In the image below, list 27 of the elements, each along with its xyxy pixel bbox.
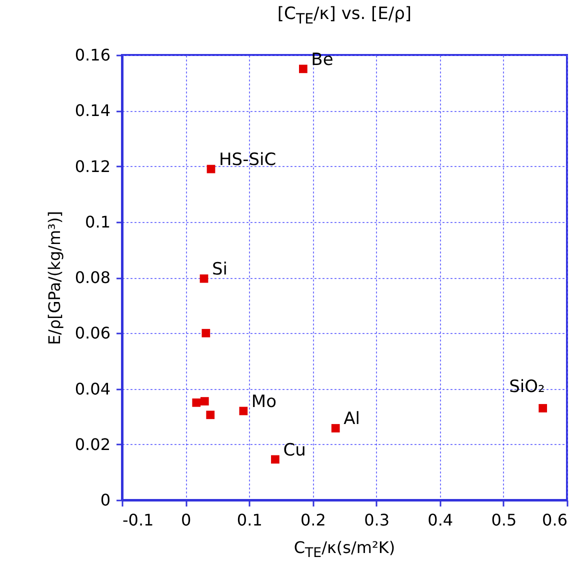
y-tick-label: 0.04	[74, 379, 110, 398]
y-tick-label: 0.1	[85, 212, 110, 232]
annotation: Cu	[283, 440, 306, 460]
annotation: Al	[344, 409, 360, 430]
annotation: Be	[311, 50, 334, 70]
x-tick-label: 0.1	[236, 510, 262, 530]
annotation: Mo	[251, 392, 276, 412]
x-tick-label: -0.1	[122, 510, 154, 530]
x-tick-label: 0.4	[428, 510, 454, 530]
annotation: SiO₂	[509, 377, 545, 398]
y-tick-label: 0.06	[74, 324, 110, 343]
chart-title: [C$_{TE}$/κ] vs. [E/ρ]	[276, 4, 413, 28]
x-tick-label: 0.3	[364, 510, 390, 530]
x-tick-label: 0.6	[542, 510, 568, 530]
y-tick-label: 0.08	[74, 268, 110, 287]
y-axis-title: E/ρ[GPa/(kg/m³)]	[44, 211, 64, 345]
x-tick-label: 0.5	[491, 510, 517, 530]
annotation: HS-SiC	[219, 150, 276, 170]
y-tick-label: 0.14	[74, 101, 110, 120]
y-tick-label: 0	[100, 490, 110, 510]
y-tick-label: 0.16	[74, 46, 110, 64]
x-tick-label: 0.2	[300, 510, 326, 530]
y-tick-label: 0.02	[74, 434, 110, 454]
annotation: Si	[212, 260, 228, 280]
y-tick-label: 0.12	[74, 156, 110, 176]
x-tick-label: 0	[180, 510, 192, 530]
x-axis-title: C$_{TE}$/κ(s/m²K)	[292, 538, 396, 562]
